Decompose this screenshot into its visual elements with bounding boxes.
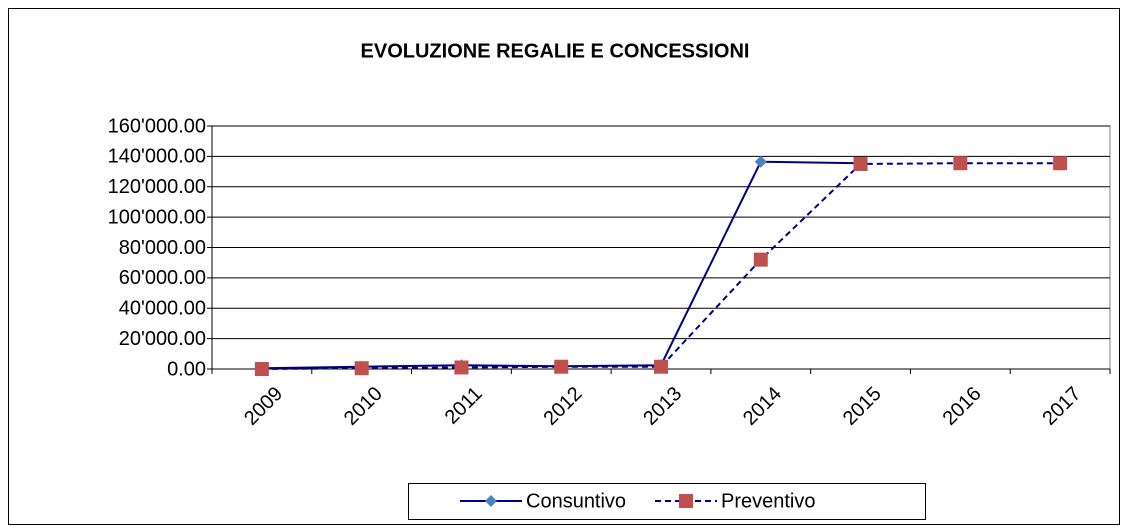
y-tick-label: 80'000.00 xyxy=(119,237,206,259)
y-tick-label: 160'000.00 xyxy=(108,115,206,137)
y-tick-label: 120'000.00 xyxy=(108,176,206,198)
data-point xyxy=(1053,156,1068,171)
data-point xyxy=(654,359,668,374)
legend-marker xyxy=(679,494,693,508)
data-point xyxy=(953,156,968,171)
y-tick-label: 60'000.00 xyxy=(119,267,206,289)
data-point xyxy=(753,252,768,267)
data-point xyxy=(554,359,569,374)
series-line xyxy=(261,162,1061,370)
y-tick-label: 140'000.00 xyxy=(108,146,206,168)
y-tick-label: 0.00 xyxy=(167,358,206,380)
legend-label: Preventivo xyxy=(721,490,816,512)
data-point xyxy=(754,155,767,168)
y-tick-label: 20'000.00 xyxy=(119,328,206,350)
y-tick-label: 100'000.00 xyxy=(108,206,206,228)
data-point xyxy=(454,360,469,375)
legend-marker xyxy=(485,495,497,507)
legend-label: Consuntivo xyxy=(526,490,626,512)
data-point xyxy=(853,156,868,171)
data-point xyxy=(254,362,269,376)
data-point xyxy=(354,361,369,376)
y-tick-label: 40'000.00 xyxy=(119,298,206,320)
chart-title: EVOLUZIONE REGALIE E CONCESSIONI xyxy=(361,40,750,62)
